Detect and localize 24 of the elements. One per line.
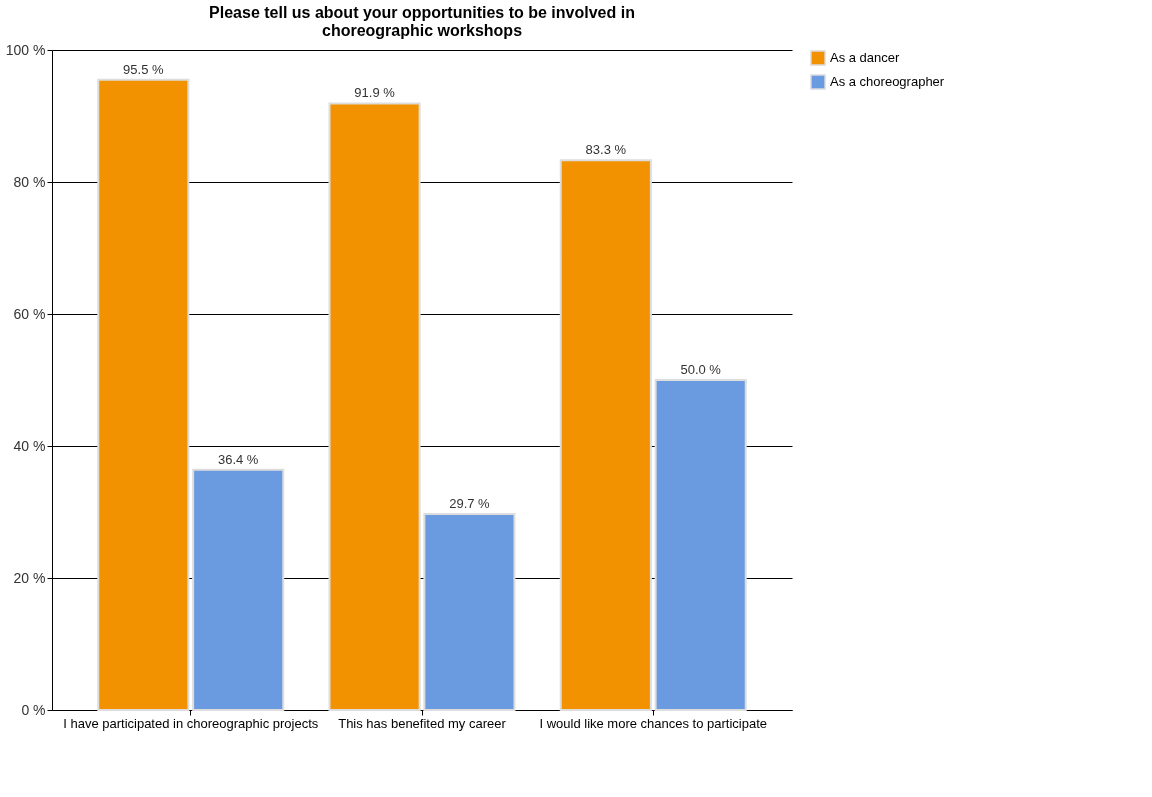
- bar: [328, 102, 421, 711]
- data-label: 83.3 %: [585, 142, 627, 158]
- y-tick-label: 20 %: [13, 569, 46, 586]
- bar: [97, 78, 190, 711]
- data-label: 91.9 %: [354, 85, 396, 101]
- legend-label: As a choreographer: [830, 74, 945, 89]
- bar: [559, 159, 652, 711]
- bar: [423, 512, 516, 711]
- y-tick-label: 0 %: [21, 701, 46, 718]
- y-tick-label: 60 %: [13, 305, 46, 322]
- legend-label: As a dancer: [830, 50, 901, 65]
- y-tick-label: 40 %: [13, 437, 46, 454]
- x-tick-label: I have participated in choreographic projects: [63, 715, 319, 731]
- bar: [654, 379, 747, 711]
- y-tick-label: 100 %: [5, 41, 46, 58]
- bar: [192, 468, 285, 711]
- data-label: 95.5 %: [123, 61, 164, 77]
- y-tick-label: 80 %: [13, 173, 46, 190]
- x-tick-label: I would like more chances to participate: [539, 715, 768, 731]
- data-label: 36.4 %: [217, 451, 259, 467]
- data-label: 50.0 %: [680, 362, 722, 377]
- chart-title: Please tell us about your opportunities to be involved in choreographic workshops: [209, 4, 635, 39]
- data-label: 29.7 %: [449, 495, 491, 511]
- x-tick-label: This has benefited my career: [338, 715, 507, 731]
